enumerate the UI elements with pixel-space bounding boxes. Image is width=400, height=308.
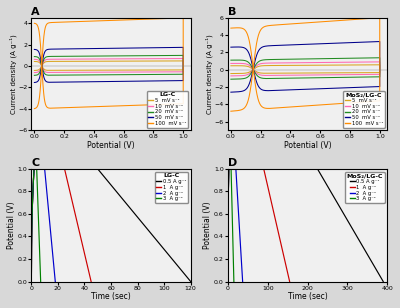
Legend: 0.5 A g⁻¹, 1  A g⁻¹, 2  A g⁻¹, 3  A g⁻¹: 0.5 A g⁻¹, 1 A g⁻¹, 2 A g⁻¹, 3 A g⁻¹ (345, 172, 384, 203)
X-axis label: Potential (V): Potential (V) (87, 141, 135, 150)
Text: D: D (228, 158, 237, 168)
Legend: 0.5 A g⁻¹, 1  A g⁻¹, 2  A g⁻¹, 3  A g⁻¹: 0.5 A g⁻¹, 1 A g⁻¹, 2 A g⁻¹, 3 A g⁻¹ (155, 172, 188, 203)
Y-axis label: Current density (A g⁻¹): Current density (A g⁻¹) (9, 34, 16, 114)
X-axis label: Time (sec): Time (sec) (288, 292, 328, 301)
Y-axis label: Current density (A g⁻¹): Current density (A g⁻¹) (206, 34, 213, 114)
Text: B: B (228, 7, 236, 17)
Text: A: A (31, 7, 40, 17)
Y-axis label: Potential (V): Potential (V) (7, 201, 16, 249)
Legend: 5  mV s⁻¹, 10  mV s⁻¹, 20  mV s⁻¹, 50  mV s⁻¹, 100  mV s⁻¹: 5 mV s⁻¹, 10 mV s⁻¹, 20 mV s⁻¹, 50 mV s⁻… (147, 91, 188, 128)
Legend: 5  mV s⁻¹, 10  mV s⁻¹, 20  mV s⁻¹, 50  mV s⁻¹, 100  mV s⁻¹: 5 mV s⁻¹, 10 mV s⁻¹, 20 mV s⁻¹, 50 mV s⁻… (343, 91, 384, 128)
Text: C: C (31, 158, 40, 168)
Y-axis label: Potential (V): Potential (V) (204, 201, 212, 249)
X-axis label: Time (sec): Time (sec) (91, 292, 131, 301)
X-axis label: Potential (V): Potential (V) (284, 141, 331, 150)
